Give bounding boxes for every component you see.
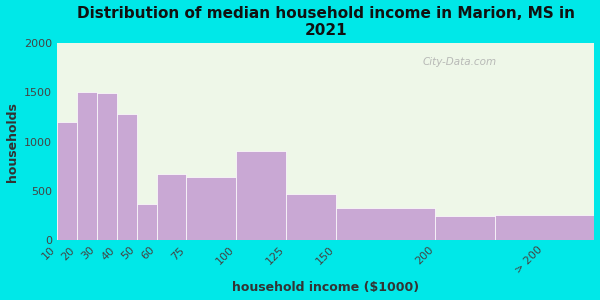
Bar [137, 204, 157, 240]
Bar [97, 94, 117, 240]
Y-axis label: households: households [5, 102, 19, 182]
Bar [117, 114, 137, 240]
Bar [236, 152, 286, 240]
Bar [187, 177, 236, 240]
X-axis label: household income ($1000): household income ($1000) [232, 281, 419, 294]
Title: Distribution of median household income in Marion, MS in
2021: Distribution of median household income … [77, 6, 575, 38]
Bar [286, 194, 336, 240]
Bar [57, 122, 77, 240]
Bar [77, 92, 97, 240]
Bar [336, 208, 435, 240]
Bar [495, 215, 595, 240]
Bar [157, 174, 187, 240]
Text: City-Data.com: City-Data.com [422, 57, 497, 67]
Bar [435, 216, 495, 240]
